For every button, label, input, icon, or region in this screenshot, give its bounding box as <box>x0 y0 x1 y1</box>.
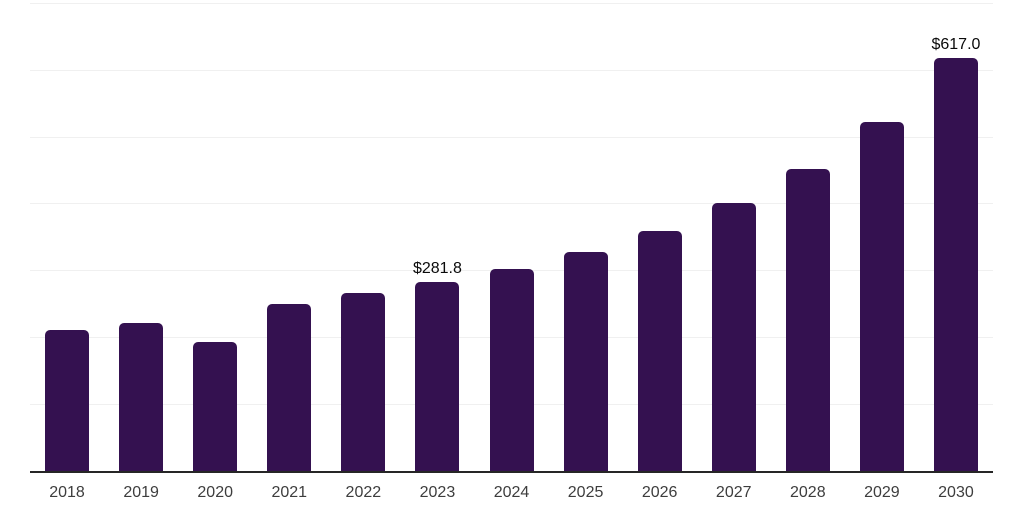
bar-2023 <box>415 282 460 471</box>
bar-2024 <box>489 269 534 471</box>
bar-2030 <box>933 58 978 471</box>
bar-2022 <box>341 293 386 471</box>
x-tick-label-2018: 2018 <box>49 484 85 501</box>
x-tick-label-2030: 2030 <box>938 484 974 501</box>
x-tick-label-2028: 2028 <box>790 484 826 501</box>
bar-2027 <box>711 203 756 471</box>
bar-2029 <box>859 121 904 471</box>
x-tick-label-2027: 2027 <box>715 484 752 501</box>
gridline <box>30 3 993 4</box>
x-tick-label-2025: 2025 <box>567 484 604 501</box>
bar-2019 <box>119 322 164 471</box>
x-tick-label-2019: 2019 <box>123 484 159 501</box>
bar-2020 <box>193 341 238 471</box>
x-tick-label-2020: 2020 <box>197 484 233 501</box>
gridline <box>30 69 993 71</box>
gridline <box>30 203 993 205</box>
x-tick-label-2022: 2022 <box>345 484 382 501</box>
bar-2028 <box>785 168 830 471</box>
bar-value-label-2023: $281.8 <box>412 260 462 278</box>
x-tick-label-2024: 2024 <box>493 484 530 501</box>
bar-2018 <box>45 330 90 471</box>
x-axis-line <box>30 470 993 473</box>
x-tick-label-2026: 2026 <box>641 484 678 501</box>
bar-2025 <box>563 251 608 471</box>
bar-value-label-2030: $617.0 <box>931 36 981 54</box>
gridline <box>30 136 993 138</box>
x-tick-label-2021: 2021 <box>271 484 308 501</box>
x-tick-label-2029: 2029 <box>864 484 900 501</box>
bar-2026 <box>637 230 682 471</box>
bar-2021 <box>267 304 312 471</box>
x-tick-label-2023: 2023 <box>419 484 456 501</box>
